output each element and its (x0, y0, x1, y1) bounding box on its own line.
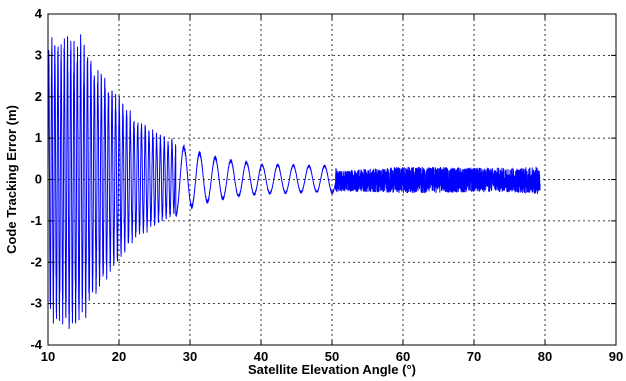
y-tick-label: 0 (35, 172, 42, 187)
y-tick-label: -4 (30, 337, 42, 352)
x-tick-label: 60 (396, 349, 410, 364)
tick-layer (47, 13, 617, 346)
x-tick-label: 20 (112, 349, 126, 364)
y-axis-title: Code Tracking Error (m) (4, 105, 19, 254)
data-layer (47, 34, 541, 330)
x-tick-label: 40 (254, 349, 268, 364)
x-axis-title: Satellite Elevation Angle (°) (248, 362, 416, 377)
y-tick-label: -3 (30, 296, 42, 311)
y-tick-label: -2 (30, 254, 42, 269)
y-tick-label: 1 (35, 130, 42, 145)
y-tick-label: 4 (35, 6, 43, 21)
y-tick-label: 3 (35, 47, 42, 62)
x-tick-label: 10 (41, 349, 55, 364)
x-tick-label: 50 (325, 349, 339, 364)
x-tick-label: 30 (183, 349, 197, 364)
y-tick-label: -1 (30, 213, 42, 228)
x-tick-label: 70 (467, 349, 481, 364)
x-tick-label: 80 (538, 349, 552, 364)
y-tick-label: 2 (35, 89, 42, 104)
x-tick-label: 90 (609, 349, 623, 364)
series-line-0 (47, 34, 541, 330)
